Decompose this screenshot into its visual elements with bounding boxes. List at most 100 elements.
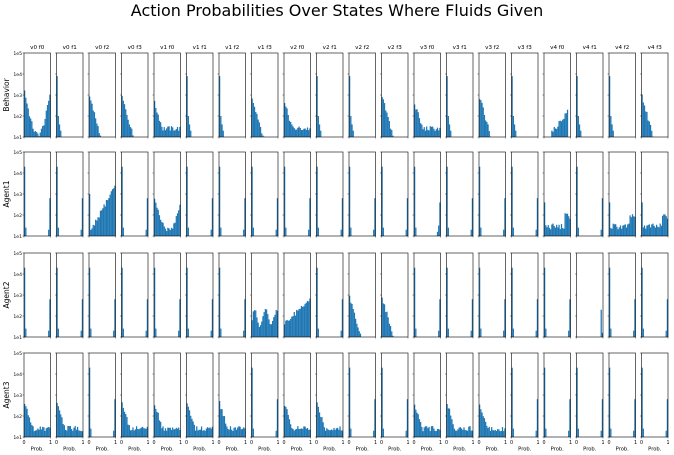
histogram-bar [190,415,192,437]
histogram-bar [261,133,263,137]
histogram-bar [145,428,147,437]
histogram-bar [576,367,578,437]
panel-frame [316,252,344,338]
histogram-bar [276,198,279,236]
histogram-bar [438,225,440,236]
histogram-bar [648,224,650,236]
panel-frame [153,151,181,237]
histogram-bar [243,330,245,337]
y-tick-label: 1e1 [13,335,22,341]
x-axis-label: Prob. [193,447,207,453]
x-axis-label: Prob. [63,447,77,453]
histogram-bar [560,224,563,236]
histogram-bar [649,227,652,236]
histogram-bar [428,130,430,137]
histogram-bar [26,408,28,437]
panel-frame [121,352,149,438]
histogram-bar [31,121,33,137]
histogram-bar [252,102,254,137]
histogram-bar [552,223,554,236]
histogram-bar [95,118,97,137]
x-tick-label: 1 [374,440,377,446]
histogram-bar [302,428,304,437]
histogram-bar [251,367,253,437]
histogram-bar [471,299,474,337]
histogram-bar [67,425,69,437]
histogram-bar [374,198,376,236]
x-tick-label: 1 [146,440,149,446]
histogram-bar [303,128,305,137]
histogram-bar [391,331,393,337]
histogram-bar [666,399,669,437]
histogram-bar [113,188,115,236]
histogram-bar [642,227,644,236]
histogram-bar [114,185,116,236]
histogram-bar [127,424,129,437]
histogram-bar [618,227,620,236]
histogram-bar [414,267,416,337]
histogram-bar [146,426,149,437]
histogram-bar [304,303,306,337]
histogram-bar [661,215,664,236]
column-label: v1 f0 [160,45,175,51]
panel-frame [186,252,214,338]
y-tick-label: 1e5 [13,351,22,357]
histogram-bar [558,224,560,236]
histogram-bar [268,319,270,337]
histogram-bar [429,126,431,137]
histogram-bar [262,135,264,137]
histogram-bar [550,229,552,236]
histogram-bar [46,105,49,137]
histogram-bar [129,127,132,137]
histogram-bar [172,228,174,236]
histogram-bar [511,76,513,137]
histogram-bar [122,407,124,437]
histogram-bar [416,109,418,137]
panel-frame [478,52,506,138]
histogram-bar [221,124,223,137]
histogram-bar [121,166,123,236]
histogram-bar [196,426,198,437]
histogram-bar [49,94,51,137]
x-axis-label: Prob. [226,447,240,453]
histogram-bar [511,166,513,236]
histogram-bar [513,124,516,137]
histogram-bar [244,428,246,437]
histogram-bar [27,108,29,137]
histogram-bar [28,116,31,137]
histogram-bar [285,320,287,337]
histogram-bar [487,428,489,437]
histogram-bar [498,429,500,437]
histogram-bar [169,130,171,137]
panel-frame [251,52,279,138]
histogram-bar [284,103,286,137]
histogram-bar [624,224,626,236]
histogram-bar [27,415,29,437]
histogram-bar [485,120,487,137]
histogram-bar [122,328,124,337]
x-tick-label: 0 [412,440,415,446]
histogram-bar [274,314,276,337]
panel-frame [511,252,539,338]
histogram-bar [536,399,539,437]
histogram-bar [452,424,454,437]
histogram-bar [634,299,636,337]
histogram-bar [234,427,236,437]
histogram-bar [259,126,262,137]
y-tick-label: 1e2 [13,414,22,420]
histogram-bar [251,98,253,137]
histogram-bar [206,427,209,437]
panel-frame [413,252,441,338]
panel-frame [543,352,571,438]
histogram-bar [326,428,328,437]
histogram-bar [244,198,246,236]
histogram-bar [463,427,465,437]
histogram-bar [357,327,359,337]
histogram-bar [91,103,93,137]
histogram-bar [102,208,104,236]
histogram-bar [453,428,455,437]
histogram-bar [44,118,46,137]
histogram-bar [255,111,257,137]
x-tick-label: 1 [276,440,279,446]
histogram-bar [658,227,660,236]
